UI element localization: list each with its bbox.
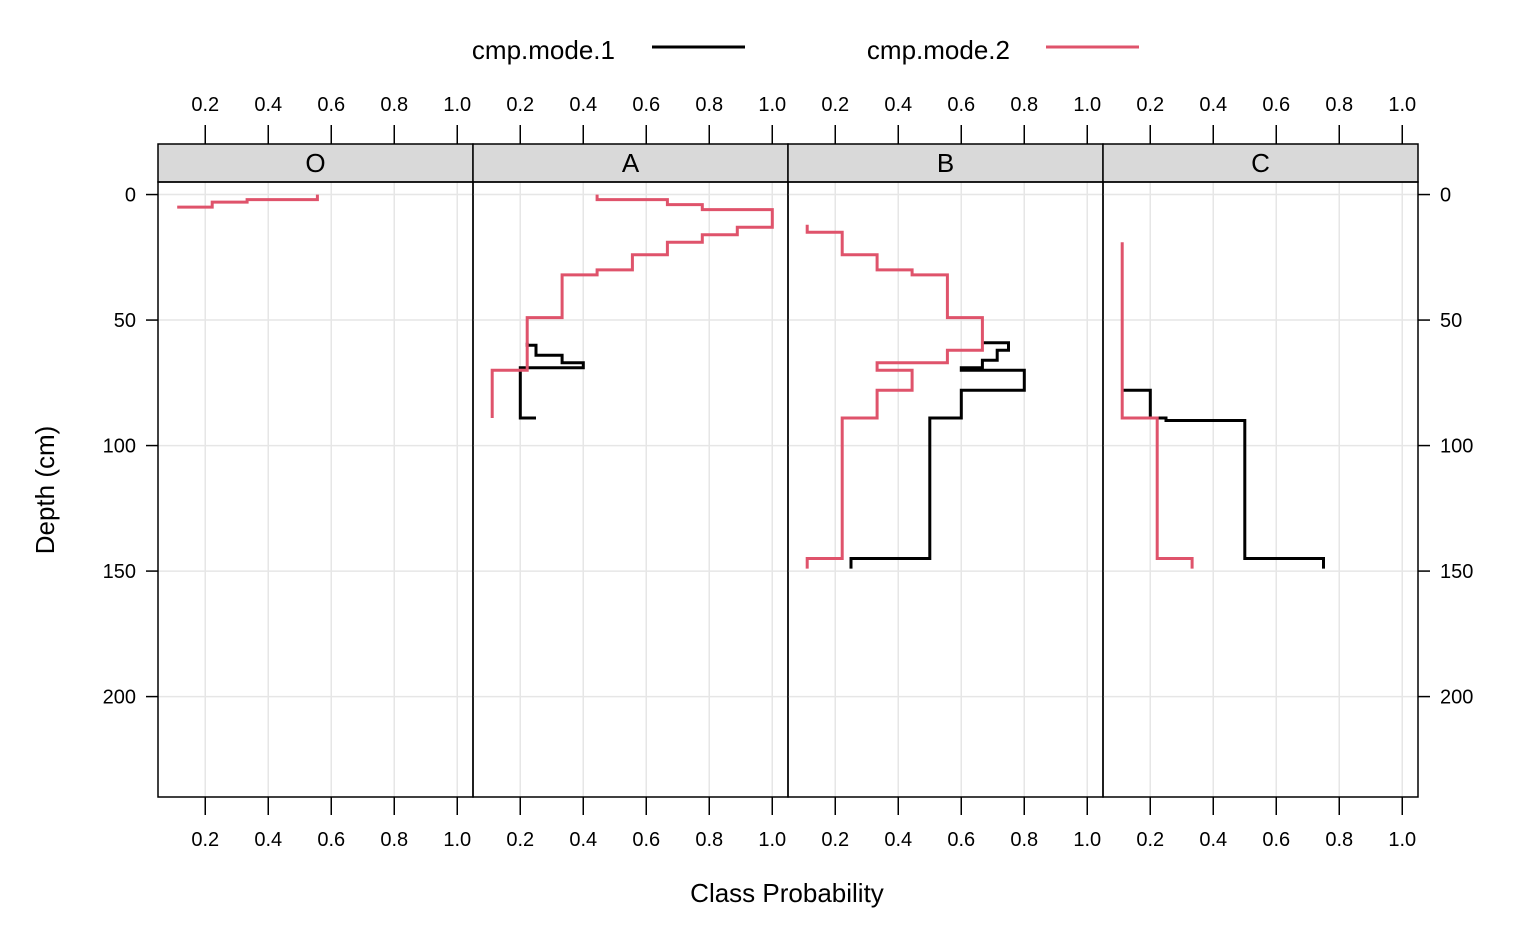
strip-label-O: O (305, 148, 325, 178)
x-tick-label-top-A-0.8: 0.8 (695, 94, 723, 116)
y-tick-label-right-50: 50 (1440, 310, 1462, 332)
x-tick-label-bottom-C-0.2: 0.2 (1136, 829, 1164, 851)
legend-label-cmp-mode-2: cmp.mode.2 (867, 35, 1010, 65)
x-tick-label-bottom-B-0.6: 0.6 (947, 829, 975, 851)
x-tick-label-bottom-A-0.4: 0.4 (569, 829, 597, 851)
y-tick-label-right-100: 100 (1440, 436, 1473, 458)
x-tick-label-bottom-A-0.8: 0.8 (695, 829, 723, 851)
panel-C: C 0.2 0.2 0.4 0.4 0.6 0.6 0.8 0.8 1.0 1.0 (1102, 94, 1419, 851)
x-tick-label-bottom-C-0.6: 0.6 (1262, 829, 1290, 851)
x-tick-label-bottom-B-1.0: 1.0 (1073, 829, 1101, 851)
x-tick-label-bottom-B-0.8: 0.8 (1010, 829, 1038, 851)
x-tick-label-bottom-A-0.2: 0.2 (506, 829, 534, 851)
x-tick-label-top-A-0.4: 0.4 (569, 94, 597, 116)
x-tick-label-bottom-O-1.0: 1.0 (443, 829, 471, 851)
x-tick-label-top-C-1.0: 1.0 (1388, 94, 1416, 116)
x-tick-label-top-O-1.0: 1.0 (443, 94, 471, 116)
x-tick-label-bottom-B-0.4: 0.4 (884, 829, 912, 851)
x-tick-label-bottom-O-0.6: 0.6 (317, 829, 345, 851)
x-tick-label-top-C-0.8: 0.8 (1325, 94, 1353, 116)
legend: cmp.mode.1 cmp.mode.2 (472, 35, 1139, 65)
x-tick-label-bottom-B-0.2: 0.2 (821, 829, 849, 851)
x-tick-label-bottom-O-0.2: 0.2 (191, 829, 219, 851)
x-tick-label-top-C-0.6: 0.6 (1262, 94, 1290, 116)
y-tick-label-right-150: 150 (1440, 561, 1473, 583)
strip-B (787, 143, 1104, 183)
x-tick-label-bottom-C-0.8: 0.8 (1325, 829, 1353, 851)
strip-A (472, 143, 789, 183)
y-tick-label-left-50: 50 (114, 310, 136, 332)
strip-label-C: C (1251, 148, 1270, 178)
x-axis-title: Class Probability (690, 878, 884, 908)
panel-border-C (1102, 181, 1419, 798)
x-tick-label-top-B-1.0: 1.0 (1073, 94, 1101, 116)
strip-O (157, 143, 474, 183)
series-cmp.mode.2-panel-C (1120, 242, 1194, 569)
x-tick-label-top-C-0.4: 0.4 (1199, 94, 1227, 116)
x-tick-label-top-B-0.8: 0.8 (1010, 94, 1038, 116)
x-tick-label-bottom-A-1.0: 1.0 (758, 829, 786, 851)
x-tick-label-bottom-C-1.0: 1.0 (1388, 829, 1416, 851)
series-cmp.mode.1-panel-C (1122, 388, 1325, 569)
strip-label-A: A (622, 148, 640, 178)
series-cmp.mode.2-panel-O (177, 194, 319, 209)
legend-label-cmp-mode-1: cmp.mode.1 (472, 35, 615, 65)
x-tick-label-top-O-0.4: 0.4 (254, 94, 282, 116)
panel-A: A 0.2 0.2 0.4 0.4 0.6 0.6 0.8 0.8 1.0 1.0 (472, 94, 789, 851)
x-tick-label-top-B-0.2: 0.2 (821, 94, 849, 116)
x-tick-label-bottom-C-0.4: 0.4 (1199, 829, 1227, 851)
x-tick-label-top-O-0.6: 0.6 (317, 94, 345, 116)
y-axis-title: Depth (cm) (30, 426, 60, 555)
x-tick-label-bottom-A-0.6: 0.6 (632, 829, 660, 851)
x-tick-label-top-B-0.6: 0.6 (947, 94, 975, 116)
x-tick-label-top-O-0.2: 0.2 (191, 94, 219, 116)
panels: O 0.2 0.2 0.4 0.4 0.6 0.6 0.8 0.8 1.0 1.0 A 0.2 0.2 0.… (103, 94, 1474, 851)
x-tick-label-top-A-0.6: 0.6 (632, 94, 660, 116)
y-tick-label-left-150: 150 (103, 561, 136, 583)
series-cmp.mode.1-panel-B (849, 341, 1026, 569)
y-tick-label-left-0: 0 (125, 185, 136, 207)
series-cmp.mode.2-panel-B (805, 224, 984, 569)
panel-B: B 0.2 0.2 0.4 0.4 0.6 0.6 0.8 0.8 1.0 1.0 (787, 94, 1104, 851)
series-cmp.mode.2-panel-A (490, 194, 774, 418)
x-tick-label-top-C-0.2: 0.2 (1136, 94, 1164, 116)
series-cmp.mode.1-panel-A (518, 342, 585, 420)
x-tick-label-top-B-0.4: 0.4 (884, 94, 912, 116)
panel-O: O 0.2 0.2 0.4 0.4 0.6 0.6 0.8 0.8 1.0 1.0 (157, 94, 474, 851)
x-tick-label-top-A-0.2: 0.2 (506, 94, 534, 116)
y-tick-label-left-200: 200 (103, 687, 136, 709)
x-tick-label-top-A-1.0: 1.0 (758, 94, 786, 116)
x-tick-label-bottom-O-0.4: 0.4 (254, 829, 282, 851)
y-tick-label-right-0: 0 (1440, 185, 1451, 207)
y-tick-label-left-100: 100 (103, 436, 136, 458)
strip-C (1102, 143, 1419, 183)
x-tick-label-top-O-0.8: 0.8 (380, 94, 408, 116)
y-tick-label-right-200: 200 (1440, 687, 1473, 709)
strip-label-B: B (937, 148, 954, 178)
x-tick-label-bottom-O-0.8: 0.8 (380, 829, 408, 851)
